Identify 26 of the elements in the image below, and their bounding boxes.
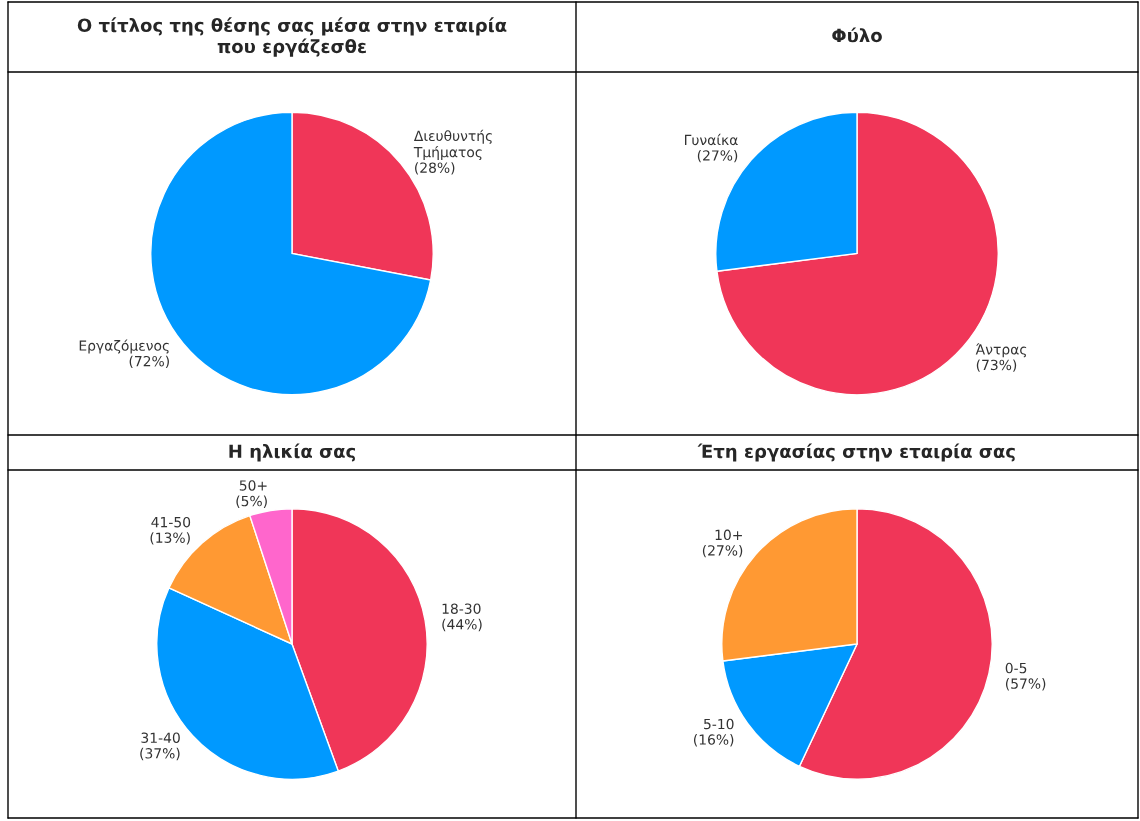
- chart-title: Η ηλικία σας: [229, 443, 356, 462]
- slice-label: 18-30: [442, 603, 481, 614]
- data-label: (27%): [697, 149, 738, 163]
- slice-label: 0-5: [1005, 662, 1027, 674]
- chart-title: Έτη εργασίας στην εταιρία σας: [697, 443, 1015, 462]
- slice-label: 50+: [239, 480, 267, 491]
- slice-label: Άντρας: [975, 343, 1027, 358]
- data-label: (28%): [415, 162, 455, 175]
- slice-label: Εργαζόμενος: [79, 339, 169, 354]
- data-label: (37%): [140, 747, 180, 761]
- slice-label: 41-50: [151, 516, 191, 528]
- data-label: (72%): [129, 355, 169, 369]
- data-label: (16%): [693, 734, 734, 747]
- slice-label: 31-40: [141, 732, 180, 743]
- chart-title: Ο τίτλος της θέσης σας μέσα στην εταιρία που εργάζεσθε: [77, 17, 507, 57]
- data-label: (13%): [150, 532, 190, 545]
- data-label: (27%): [702, 544, 743, 558]
- slice-label: 10+: [715, 529, 742, 541]
- slice-label: 5-10: [704, 718, 734, 730]
- chart-title: Φύλο: [832, 27, 882, 43]
- data-label: (73%): [976, 359, 1017, 372]
- slice-label: Γυναίκα: [685, 133, 738, 146]
- data-label: (44%): [442, 618, 482, 632]
- data-label: (57%): [1005, 678, 1046, 691]
- data-label: (5%): [236, 495, 267, 508]
- slice-label: Διευθυντής Τμήματος: [413, 129, 492, 161]
